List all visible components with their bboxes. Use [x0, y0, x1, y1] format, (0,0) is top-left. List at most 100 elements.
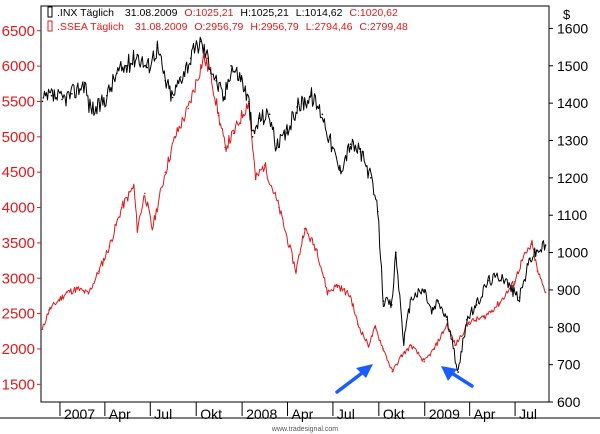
- data-point: [487, 279, 489, 282]
- legend-close-inx: C:1020,62: [349, 7, 398, 19]
- legend-swatch-ssea: [47, 20, 53, 32]
- right-axis-currency: $: [563, 7, 571, 22]
- data-point: [544, 291, 547, 294]
- y-left-tick-label: 3500: [2, 235, 35, 252]
- legend-date-inx: 31.08.2009: [125, 7, 178, 19]
- data-point: [171, 96, 174, 99]
- y-right-tick-label: 1100: [557, 207, 587, 223]
- legend-item-inx: .INX Täglich 31.08.2009 O:1025,21 H:1025…: [47, 6, 398, 19]
- data-point: [254, 178, 257, 181]
- data-point: [316, 249, 318, 251]
- x-tick-label: 2009: [429, 406, 460, 422]
- x-tick-label: 2008: [246, 406, 277, 422]
- annotation-arrow-right: [441, 366, 474, 388]
- data-point: [151, 228, 154, 230]
- legend-close-ssea: C:2799,48: [359, 21, 408, 33]
- data-point: [536, 249, 539, 252]
- x-tick-label: 2007: [64, 406, 95, 422]
- data-point: [536, 270, 539, 273]
- legend-series-name-ssea: .SSEA Täglich: [57, 21, 124, 33]
- data-point: [275, 147, 278, 149]
- data-point: [295, 270, 297, 273]
- data-point: [164, 79, 167, 82]
- data-point: [430, 311, 433, 314]
- watermark: www.tradesignal.com: [271, 426, 338, 433]
- data-point: [423, 289, 426, 291]
- data-point: [240, 78, 243, 80]
- y-left-tick-label: 2500: [2, 306, 35, 323]
- data-point: [331, 147, 334, 149]
- data-point: [95, 109, 97, 112]
- data-point: [58, 298, 61, 301]
- annotation-arrow-left: [335, 364, 373, 394]
- data-point: [465, 319, 468, 321]
- data-point: [498, 302, 501, 304]
- data-point: [108, 245, 111, 248]
- data-point: [146, 66, 149, 69]
- data-point: [321, 113, 324, 116]
- data-point: [88, 104, 90, 106]
- data-point: [202, 56, 205, 59]
- data-point: [136, 53, 139, 56]
- data-point: [48, 309, 50, 311]
- data-point: [207, 57, 209, 60]
- y-left-tick-label: 4500: [2, 164, 35, 181]
- y-right-tick-label: 1600: [557, 20, 588, 36]
- x-tick-label: Jul: [519, 406, 537, 422]
- axes: 1500 2000 2500 3000 3500 4000 4500 5000 5500 6000…: [0, 5, 600, 422]
- data-point: [513, 281, 516, 283]
- y-left-tick-label: 6000: [2, 58, 35, 75]
- data-point: [136, 228, 139, 230]
- data-point: [433, 348, 436, 350]
- data-point: [501, 274, 503, 276]
- data-point: [326, 291, 329, 294]
- svg-text:.SSEA Täglich 31.08.20: .SSEA Täglich 31.08.2009 O:2956,79 H:295…: [57, 21, 408, 33]
- plot-frame: [40, 5, 550, 403]
- y-left-tick-label: 1500: [2, 376, 35, 393]
- x-tick-label: Jul: [337, 406, 355, 422]
- data-point: [217, 114, 220, 117]
- data-point: [199, 40, 201, 43]
- data-point: [391, 370, 394, 373]
- data-point: [121, 206, 123, 209]
- x-tick-label: Apr: [474, 406, 496, 422]
- data-point: [87, 293, 90, 295]
- data-point: [457, 371, 460, 373]
- data-point: [370, 177, 372, 179]
- annotation-arrow-left-head: [356, 364, 373, 378]
- data-point: [278, 206, 280, 209]
- data-point: [223, 98, 225, 101]
- legend-high-ssea: H:2956,79: [250, 21, 299, 33]
- data-point: [189, 57, 192, 60]
- y-right-tick-label: 1500: [557, 58, 588, 74]
- data-point: [144, 192, 146, 195]
- data-point: [339, 169, 341, 172]
- data-point: [251, 136, 254, 138]
- annotation-arrow-right-shaft: [448, 370, 474, 388]
- legend-open-inx: O:1025,21: [184, 7, 233, 19]
- legend-low-ssea: L:2794,46: [306, 21, 353, 33]
- y-right-tick-label: 900: [557, 282, 581, 298]
- data-point: [66, 291, 68, 294]
- legend-high-inx: H:1025,21: [240, 7, 289, 19]
- data-point: [133, 185, 135, 188]
- data-point: [41, 100, 44, 103]
- data-point: [349, 295, 352, 297]
- data-point: [224, 146, 226, 149]
- annotation-arrow-left-shaft: [335, 368, 368, 394]
- data-point: [230, 65, 232, 67]
- y-right-tick-label: 1400: [557, 95, 588, 111]
- y-right-tick-label: 600: [557, 394, 581, 410]
- y-left-tick-label: 6500: [2, 23, 35, 40]
- data-point: [310, 94, 313, 97]
- data-point: [544, 244, 547, 246]
- data-point: [179, 76, 182, 78]
- y-right-tick-label: 800: [557, 319, 581, 335]
- data-point: [377, 210, 379, 213]
- data-point: [437, 300, 440, 302]
- legend-swatch-inx: [47, 6, 53, 18]
- data-point: [531, 243, 533, 246]
- data-point: [391, 304, 393, 306]
- data-point: [395, 251, 397, 254]
- data-point: [410, 344, 413, 347]
